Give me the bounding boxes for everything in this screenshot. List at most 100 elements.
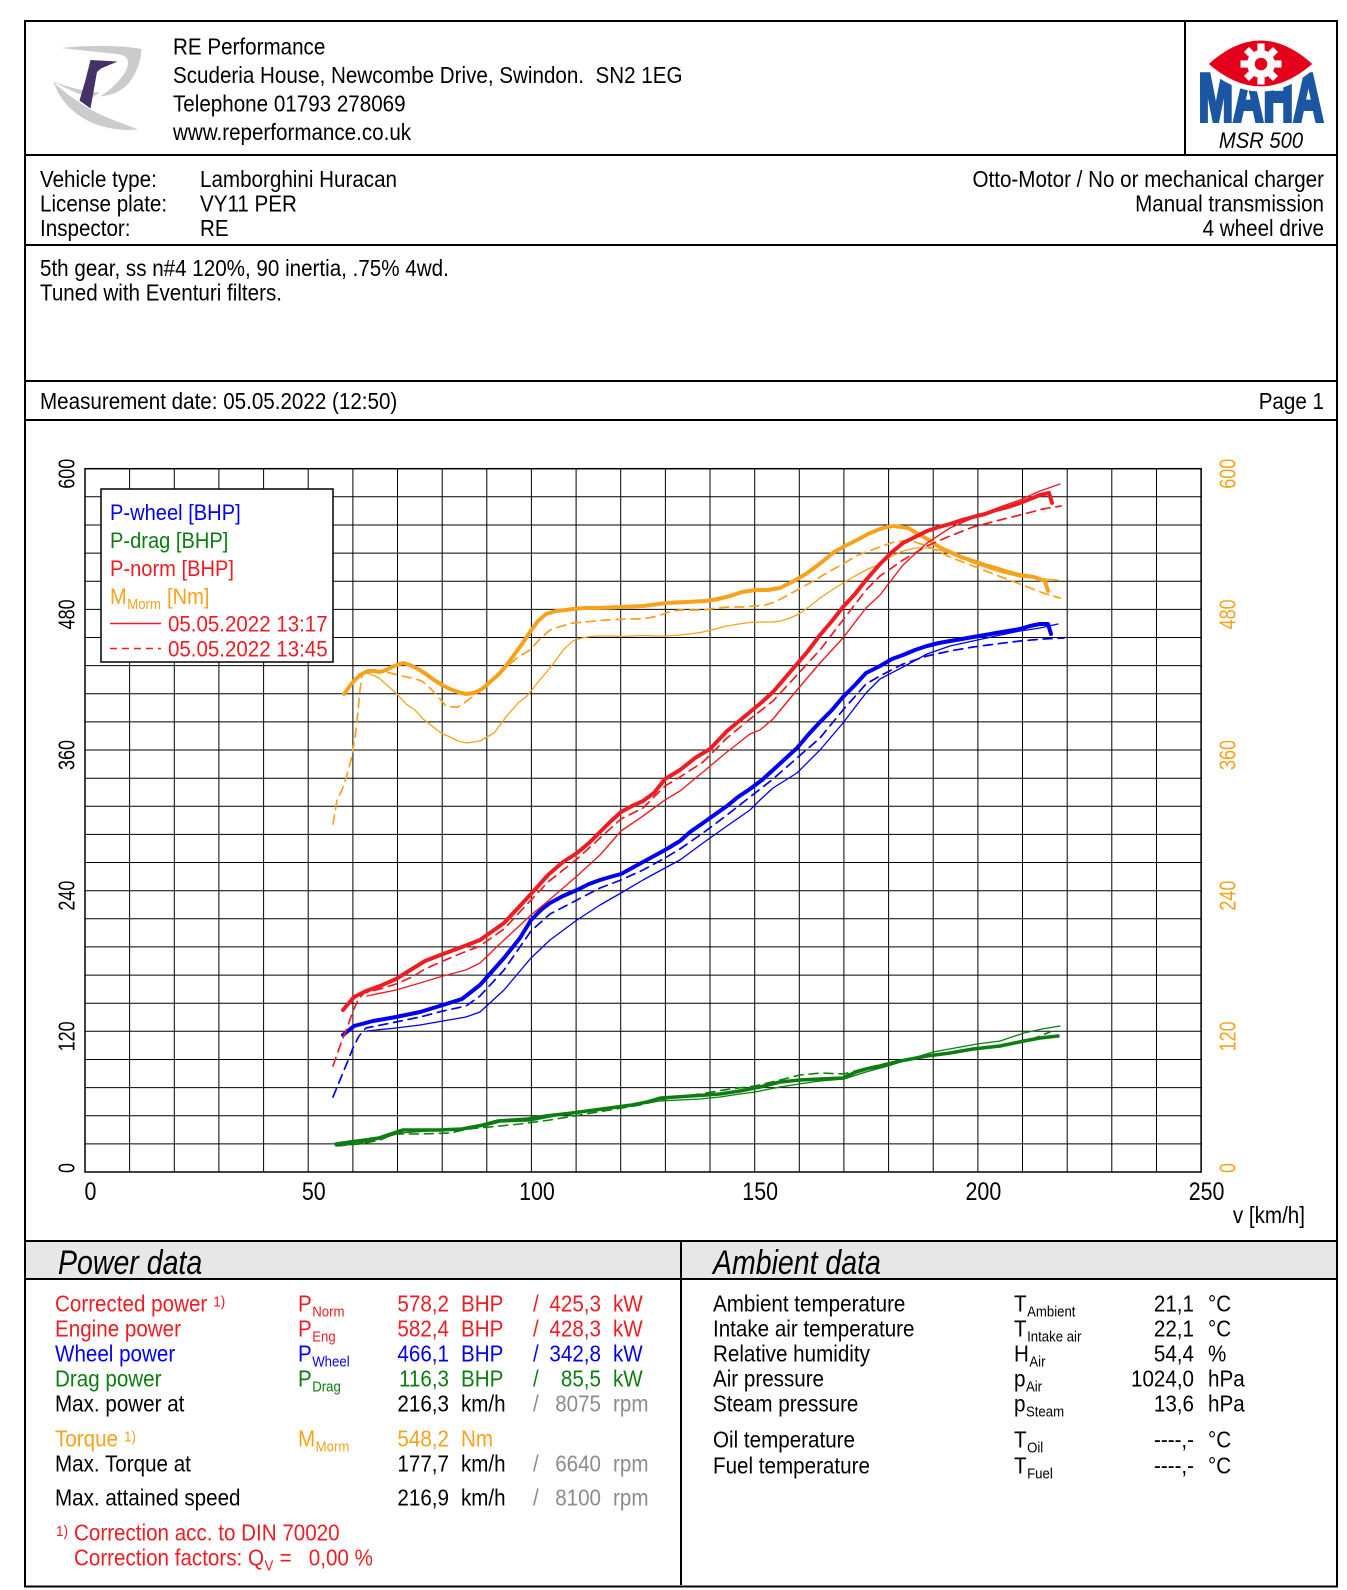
- svg-text:Oil temperature: Oil temperature: [713, 1427, 855, 1453]
- svg-text:21,1: 21,1: [1154, 1291, 1194, 1317]
- svg-text:05.05.2022 13:17: 05.05.2022 13:17: [168, 612, 328, 637]
- svg-text:[Nm]: [Nm]: [161, 584, 209, 609]
- svg-text:54,4: 54,4: [1154, 1341, 1194, 1367]
- svg-text:578,2: 578,2: [397, 1291, 449, 1317]
- svg-text:rpm: rpm: [613, 1485, 649, 1511]
- svg-text:Max. power at: Max. power at: [55, 1391, 185, 1417]
- svg-text:13,6: 13,6: [1154, 1391, 1194, 1417]
- svg-text:p: p: [1014, 1366, 1026, 1392]
- svg-text:/: /: [533, 1366, 539, 1392]
- svg-text:P: P: [298, 1291, 312, 1317]
- svg-text:MSR 500: MSR 500: [1219, 128, 1304, 153]
- svg-text:VY11 PER: VY11 PER: [200, 191, 297, 217]
- svg-text:Max. Torque at: Max. Torque at: [55, 1451, 191, 1477]
- svg-text:Tuned with Eventuri filters.: Tuned with Eventuri filters.: [40, 280, 282, 306]
- svg-text:Wheel power: Wheel power: [55, 1341, 175, 1367]
- svg-text:Ambient temperature: Ambient temperature: [713, 1291, 905, 1317]
- svg-text:Air pressure: Air pressure: [713, 1366, 824, 1392]
- svg-text:T: T: [1014, 1291, 1027, 1317]
- svg-text:P: P: [298, 1316, 312, 1342]
- svg-text:600: 600: [54, 459, 80, 489]
- svg-text:Measurement date: 05.05.2022 (: Measurement date: 05.05.2022 (12:50): [40, 388, 397, 414]
- svg-text:1024,0: 1024,0: [1131, 1366, 1194, 1392]
- svg-text:5th gear, ss n#4 120%, 90 iner: 5th gear, ss n#4 120%, 90 inertia, .75% …: [40, 255, 449, 281]
- svg-text:116,3: 116,3: [399, 1366, 449, 1392]
- svg-text:120: 120: [1215, 1021, 1241, 1051]
- svg-text:rpm: rpm: [613, 1391, 649, 1417]
- svg-text:85,5: 85,5: [561, 1366, 601, 1392]
- svg-text:240: 240: [1215, 881, 1241, 911]
- svg-text:P-wheel [BHP]: P-wheel [BHP]: [110, 500, 241, 525]
- svg-text:150: 150: [742, 1178, 778, 1206]
- svg-text:4 wheel drive: 4 wheel drive: [1203, 215, 1324, 241]
- svg-text:Lamborghini Huracan: Lamborghini Huracan: [200, 166, 397, 192]
- svg-text:Air: Air: [1026, 1380, 1042, 1396]
- svg-text:100: 100: [519, 1178, 555, 1206]
- svg-text:°C: °C: [1208, 1316, 1231, 1342]
- svg-text:P-drag [BHP]: P-drag [BHP]: [110, 528, 228, 553]
- svg-text:1): 1): [124, 1429, 136, 1446]
- svg-text:Ambient: Ambient: [1027, 1305, 1075, 1321]
- svg-text:0: 0: [1215, 1163, 1241, 1173]
- svg-text:Eng: Eng: [312, 1330, 336, 1346]
- svg-text:T: T: [1014, 1316, 1027, 1342]
- svg-text:1): 1): [56, 1523, 68, 1540]
- svg-text:428,3: 428,3: [549, 1316, 601, 1342]
- svg-text:8075: 8075: [555, 1391, 601, 1417]
- svg-text:Correction acc. to DIN 70020: Correction acc. to DIN 70020: [74, 1520, 340, 1546]
- svg-text:120: 120: [54, 1021, 80, 1051]
- svg-text:50: 50: [302, 1178, 326, 1206]
- svg-text:360: 360: [54, 740, 80, 770]
- svg-text:250: 250: [1189, 1178, 1225, 1206]
- svg-text:T: T: [1014, 1453, 1027, 1479]
- svg-text:BHP: BHP: [461, 1341, 503, 1367]
- svg-text:kW: kW: [613, 1366, 643, 1392]
- svg-text:km/h: km/h: [461, 1451, 506, 1477]
- svg-text:480: 480: [1215, 599, 1241, 629]
- svg-text:BHP: BHP: [461, 1291, 503, 1317]
- svg-text:Morm: Morm: [127, 597, 161, 613]
- svg-text:hPa: hPa: [1208, 1391, 1245, 1417]
- svg-text:Steam: Steam: [1026, 1405, 1064, 1421]
- svg-text:%: %: [1208, 1341, 1226, 1367]
- svg-text:216,3: 216,3: [397, 1391, 449, 1417]
- svg-text:kW: kW: [613, 1291, 643, 1317]
- svg-text:Scuderia House, Newcombe Drive: Scuderia House, Newcombe Drive, Swindon.…: [173, 62, 683, 88]
- svg-text:/: /: [533, 1451, 539, 1477]
- svg-text:Corrected power: Corrected power: [55, 1291, 208, 1317]
- svg-text:Ambient data: Ambient data: [711, 1244, 881, 1282]
- svg-text:425,3: 425,3: [549, 1291, 601, 1317]
- svg-text:Engine power: Engine power: [55, 1316, 181, 1342]
- svg-text:Otto-Motor / No or mechanical: Otto-Motor / No or mechanical charger: [973, 166, 1325, 192]
- svg-text:km/h: km/h: [461, 1485, 506, 1511]
- svg-text:/: /: [533, 1291, 539, 1317]
- svg-text:----,-: ----,-: [1154, 1427, 1194, 1453]
- svg-text:/: /: [533, 1391, 539, 1417]
- svg-text:22,1: 22,1: [1154, 1316, 1194, 1342]
- svg-text:Correction factors: Q: Correction factors: Q: [74, 1545, 264, 1571]
- svg-text:05.05.2022 13:45: 05.05.2022 13:45: [168, 637, 328, 662]
- svg-text:°C: °C: [1208, 1453, 1231, 1479]
- svg-text:/: /: [533, 1341, 539, 1367]
- svg-text:Nm: Nm: [461, 1426, 493, 1452]
- svg-text:www.reperformance.co.uk: www.reperformance.co.uk: [172, 119, 411, 145]
- svg-text:P-norm [BHP]: P-norm [BHP]: [110, 556, 234, 581]
- svg-text:Relative humidity: Relative humidity: [713, 1341, 870, 1367]
- svg-text:kW: kW: [613, 1316, 643, 1342]
- svg-text:600: 600: [1215, 459, 1241, 489]
- svg-text:°C: °C: [1208, 1291, 1231, 1317]
- svg-text:Morm: Morm: [316, 1440, 350, 1456]
- svg-text:Manual transmission: Manual transmission: [1135, 191, 1324, 217]
- svg-text:Power data: Power data: [58, 1244, 202, 1282]
- svg-text:Vehicle type:: Vehicle type:: [40, 166, 157, 192]
- svg-text:Wheel: Wheel: [312, 1355, 349, 1371]
- svg-text:Steam pressure: Steam pressure: [713, 1391, 858, 1417]
- svg-text:8100: 8100: [555, 1485, 601, 1511]
- svg-text:RE Performance: RE Performance: [173, 34, 325, 60]
- svg-text:BHP: BHP: [461, 1316, 503, 1342]
- svg-text:360: 360: [1215, 740, 1241, 770]
- svg-text:466,1: 466,1: [397, 1341, 449, 1367]
- svg-text:RE: RE: [200, 215, 229, 241]
- svg-text:P: P: [298, 1341, 312, 1367]
- svg-text:582,4: 582,4: [397, 1316, 449, 1342]
